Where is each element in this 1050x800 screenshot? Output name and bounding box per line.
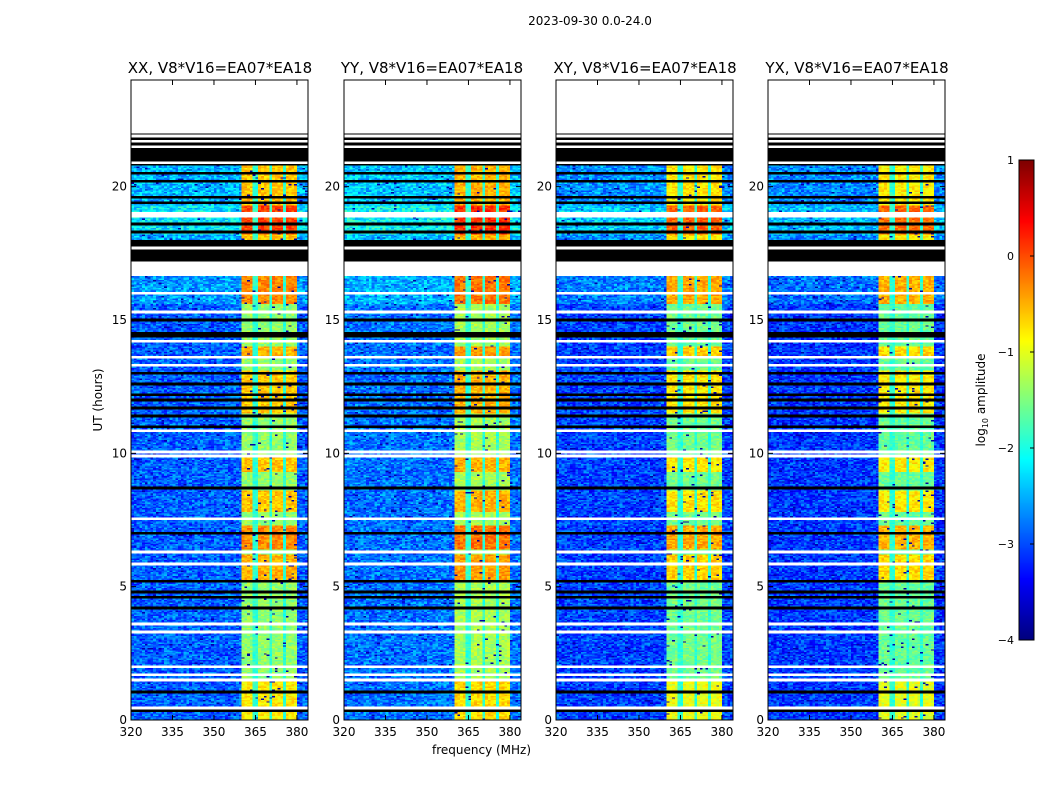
- panel-frame: [555, 79, 734, 721]
- x-tick-label: 350: [416, 725, 439, 739]
- panel-frame: [767, 79, 946, 721]
- colorbar-tick-label: −2: [998, 442, 1014, 455]
- panel-title-yy: YY, V8*V16=EA07*EA18: [340, 59, 524, 77]
- y-tick-label: 10: [749, 446, 764, 460]
- y-tick-label: 5: [756, 580, 764, 594]
- x-tick-label: 350: [628, 725, 651, 739]
- y-tick-label: 20: [749, 180, 764, 194]
- x-tick-label: 335: [161, 725, 184, 739]
- y-tick-label: 10: [537, 446, 552, 460]
- x-tick-label: 365: [457, 725, 480, 739]
- colorbar: [1019, 160, 1034, 640]
- x-tick-label: 380: [285, 725, 308, 739]
- x-tick-label: 350: [203, 725, 226, 739]
- x-tick-label: 335: [798, 725, 821, 739]
- heatmap-yy: [344, 80, 521, 720]
- x-tick-label: 335: [374, 725, 397, 739]
- panel-frame: [343, 79, 522, 721]
- colorbar-label: log10 amplitude: [974, 354, 990, 447]
- colorbar-label-suffix: amplitude: [973, 353, 988, 418]
- y-tick-label: 20: [537, 180, 552, 194]
- y-tick-label: 0: [332, 713, 340, 727]
- heatmap-yx: [768, 80, 945, 720]
- y-axis-label: UT (hours): [91, 368, 105, 432]
- y-tick-label: 0: [756, 713, 764, 727]
- x-tick-label: 365: [244, 725, 267, 739]
- x-tick-label: 350: [840, 725, 863, 739]
- y-tick-label: 20: [325, 180, 340, 194]
- heatmap-xx: [131, 80, 308, 720]
- x-tick-label: 380: [710, 725, 733, 739]
- y-tick-label: 20: [112, 180, 127, 194]
- x-tick-label: 320: [120, 725, 143, 739]
- x-tick-label: 320: [545, 725, 568, 739]
- x-tick-label: 365: [881, 725, 904, 739]
- x-tick-label: 380: [922, 725, 945, 739]
- y-tick-label: 10: [112, 446, 127, 460]
- colorbar-tick-label: 0: [1007, 250, 1014, 263]
- colorbar-label-prefix: log: [973, 428, 988, 447]
- figure-title: 2023-09-30 0.0-24.0: [528, 14, 652, 28]
- colorbar-tick-label: −4: [998, 634, 1014, 647]
- panel-title-xy: XY, V8*V16=EA07*EA18: [553, 59, 737, 77]
- colorbar-tick-label: −1: [998, 346, 1014, 359]
- y-tick-label: 10: [325, 446, 340, 460]
- y-tick-label: 5: [119, 580, 127, 594]
- x-tick-label: 365: [669, 725, 692, 739]
- panel-title-yx: YX, V8*V16=EA07*EA18: [765, 59, 949, 77]
- colorbar-tick-label: −3: [998, 538, 1014, 551]
- panel-title-xx: XX, V8*V16=EA07*EA18: [127, 59, 313, 77]
- y-tick-label: 0: [119, 713, 127, 727]
- panel-frame: [130, 79, 309, 721]
- x-tick-label: 320: [757, 725, 780, 739]
- y-tick-label: 5: [332, 580, 340, 594]
- x-tick-label: 380: [498, 725, 521, 739]
- colorbar-tick-label: 1: [1007, 154, 1014, 167]
- x-axis-label: frequency (MHz): [432, 743, 532, 757]
- heatmap-xy: [556, 80, 733, 720]
- colorbar-frame: [1018, 159, 1035, 641]
- colorbar-label-sub: 10: [981, 417, 991, 429]
- y-tick-label: 15: [325, 313, 340, 327]
- y-tick-label: 15: [749, 313, 764, 327]
- y-tick-label: 15: [112, 313, 127, 327]
- x-tick-label: 335: [586, 725, 609, 739]
- y-tick-label: 0: [544, 713, 552, 727]
- y-tick-label: 5: [544, 580, 552, 594]
- y-tick-label: 15: [537, 313, 552, 327]
- x-tick-label: 320: [333, 725, 356, 739]
